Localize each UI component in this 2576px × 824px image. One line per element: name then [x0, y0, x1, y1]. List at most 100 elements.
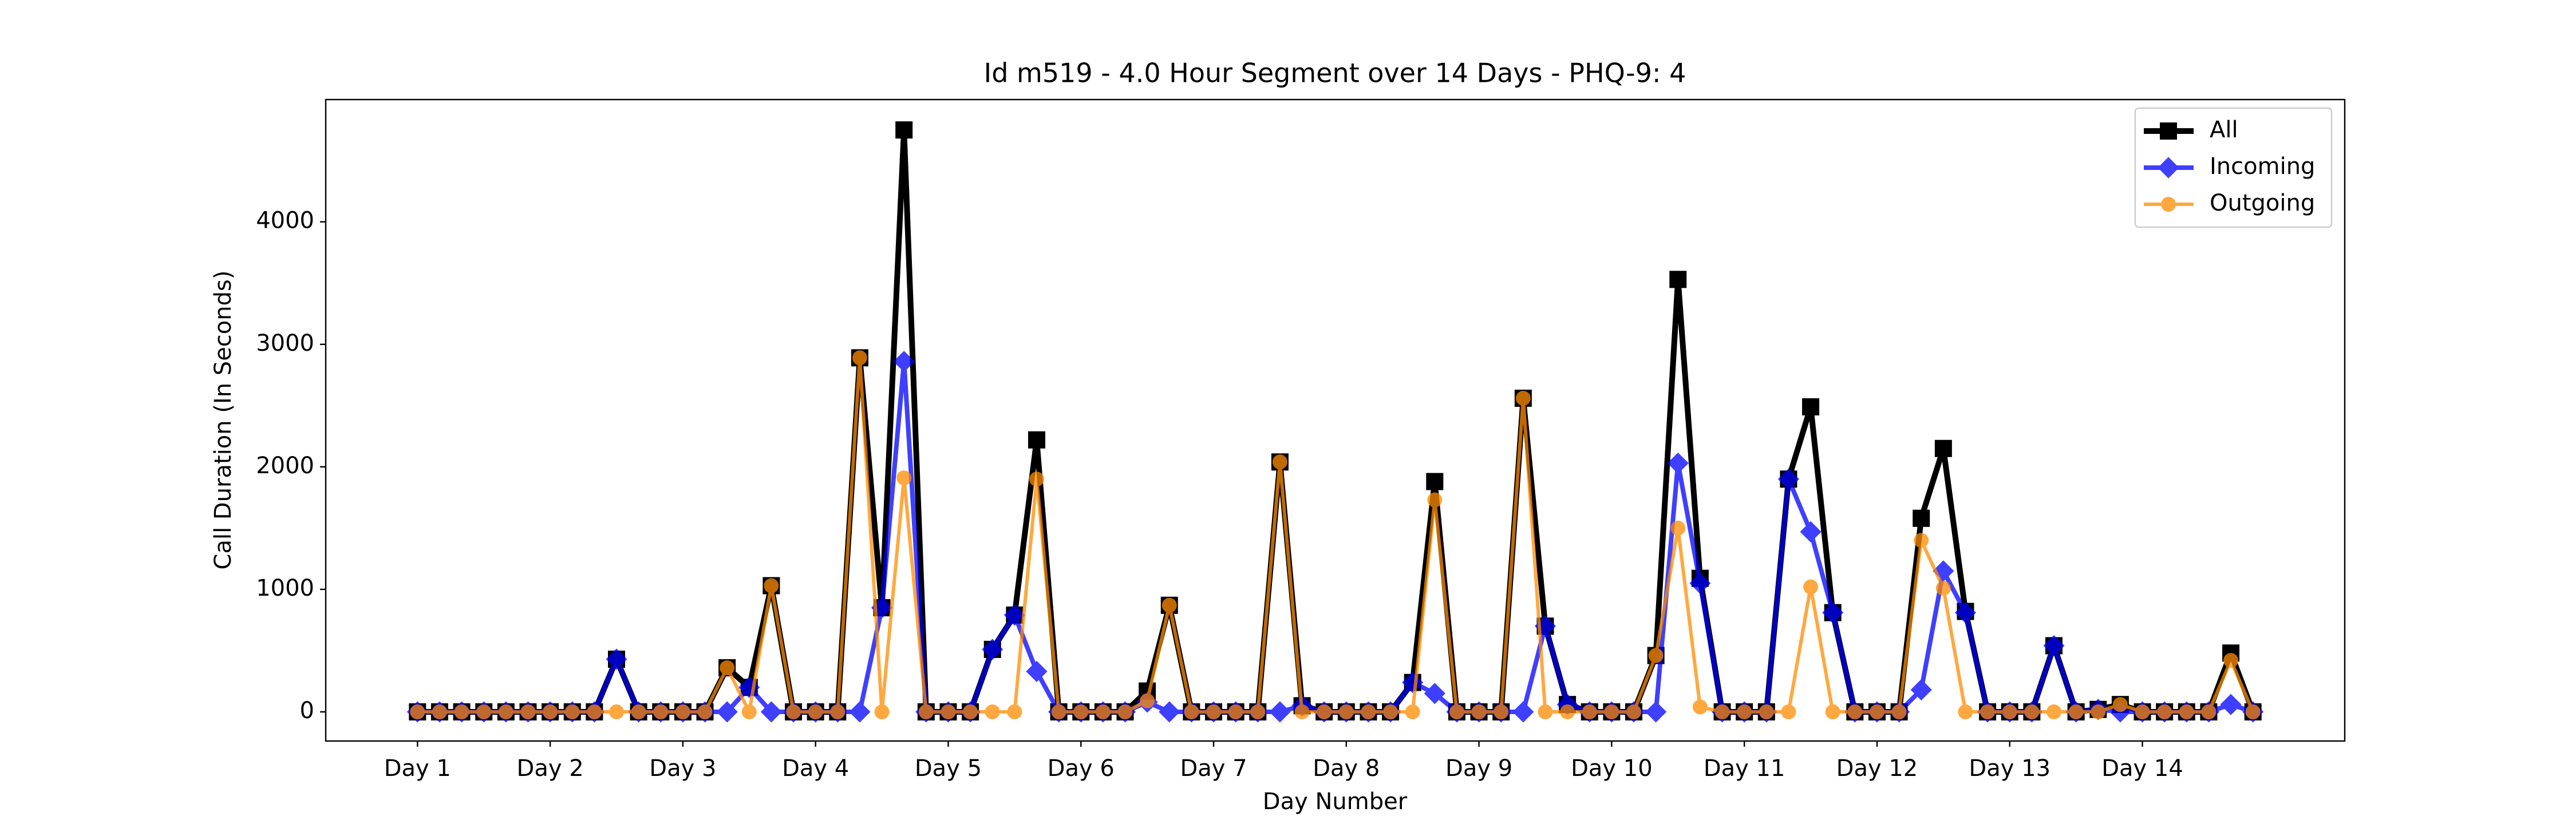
data-point — [985, 704, 1000, 720]
legend-item — [2144, 122, 2194, 140]
x-tick-label: Day 10 — [1571, 755, 1653, 782]
data-point — [1714, 704, 1730, 720]
data-point — [1667, 452, 1689, 474]
data-point — [874, 704, 890, 720]
data-point — [1910, 679, 1932, 701]
x-tick-label: Day 8 — [1313, 755, 1380, 782]
data-point — [1073, 704, 1089, 720]
data-point — [1272, 454, 1287, 470]
x-tick-label: Day 6 — [1048, 755, 1115, 782]
data-point — [1426, 473, 1444, 490]
data-point — [1026, 660, 1048, 682]
data-point — [1007, 704, 1022, 720]
data-point — [2091, 704, 2106, 720]
data-point — [2220, 694, 2242, 715]
data-point — [1759, 704, 1774, 720]
data-point — [716, 701, 738, 723]
data-point — [653, 704, 669, 720]
data-point — [1689, 572, 1711, 594]
y-tick-label: 3000 — [256, 330, 314, 356]
series-line — [417, 356, 2255, 714]
x-tick-label: Day 4 — [782, 755, 849, 782]
x-tick-label: Day 7 — [1180, 755, 1247, 782]
data-point — [1471, 704, 1487, 720]
data-point — [1538, 704, 1553, 720]
legend-marker — [2161, 197, 2176, 212]
data-point — [1560, 704, 1575, 720]
x-tick-label: Day 9 — [1445, 755, 1512, 782]
data-point — [1028, 431, 1045, 449]
data-point — [1383, 704, 1398, 720]
data-point — [1800, 521, 1822, 542]
data-point — [1958, 704, 1973, 720]
data-point — [1935, 580, 1951, 596]
data-point — [1250, 704, 1266, 720]
data-point — [1427, 492, 1443, 508]
x-tick-label: Day 12 — [1836, 755, 1918, 782]
data-point — [895, 121, 913, 139]
data-point — [1140, 693, 1155, 708]
data-point — [896, 470, 912, 486]
data-point — [1117, 704, 1133, 720]
x-tick-label: Day 11 — [1704, 755, 1785, 782]
data-point — [1582, 704, 1597, 720]
data-point — [1626, 704, 1642, 720]
data-point — [606, 648, 627, 670]
data-point — [2002, 704, 2017, 720]
data-point — [786, 704, 801, 720]
data-point — [1692, 699, 1708, 715]
data-point — [520, 704, 536, 720]
legend-item — [2144, 197, 2194, 212]
data-point — [631, 704, 646, 720]
data-point — [760, 701, 783, 723]
data-point — [1802, 398, 1820, 415]
data-point — [1781, 704, 1796, 720]
data-point — [587, 704, 602, 720]
y-tick-label: 2000 — [256, 453, 314, 479]
data-point — [1980, 704, 1996, 720]
data-point — [697, 704, 713, 720]
data-point — [1338, 704, 1354, 720]
data-point — [764, 578, 779, 593]
data-point — [1161, 597, 1177, 613]
data-point — [830, 704, 846, 720]
data-point — [1095, 704, 1111, 720]
data-point — [1515, 390, 1531, 406]
data-point — [1669, 271, 1687, 288]
data-point — [1869, 704, 1884, 720]
data-point — [1449, 704, 1464, 720]
data-point — [2179, 704, 2194, 720]
data-point — [1737, 704, 1752, 720]
data-point — [1317, 704, 1332, 720]
data-point — [1777, 468, 1800, 490]
data-point — [2043, 635, 2065, 657]
data-point — [1954, 602, 1977, 624]
data-point — [410, 704, 425, 720]
data-point — [2201, 704, 2217, 720]
data-point — [1003, 604, 1025, 626]
data-point — [2046, 704, 2062, 720]
data-point — [2245, 704, 2261, 720]
legend-label: Outgoing — [2210, 190, 2315, 216]
data-point — [1494, 704, 1509, 720]
data-point — [1914, 533, 1929, 548]
x-tick-label: Day 1 — [384, 755, 451, 782]
data-point — [1361, 704, 1376, 720]
data-point — [1891, 704, 1907, 720]
data-point — [738, 676, 760, 698]
data-point — [1051, 704, 1066, 720]
data-point — [498, 704, 513, 720]
legend-label: Incoming — [2210, 153, 2315, 180]
y-tick-label: 0 — [300, 698, 314, 724]
data-point — [476, 704, 492, 720]
data-point — [2024, 704, 2040, 720]
data-point — [941, 704, 956, 720]
data-point — [1269, 701, 1291, 723]
y-tick-label: 4000 — [256, 208, 314, 234]
series-2 — [410, 350, 2261, 720]
legend-box — [2134, 107, 2333, 228]
data-point — [808, 704, 823, 720]
data-point — [1645, 701, 1667, 723]
data-point — [1803, 579, 1819, 595]
